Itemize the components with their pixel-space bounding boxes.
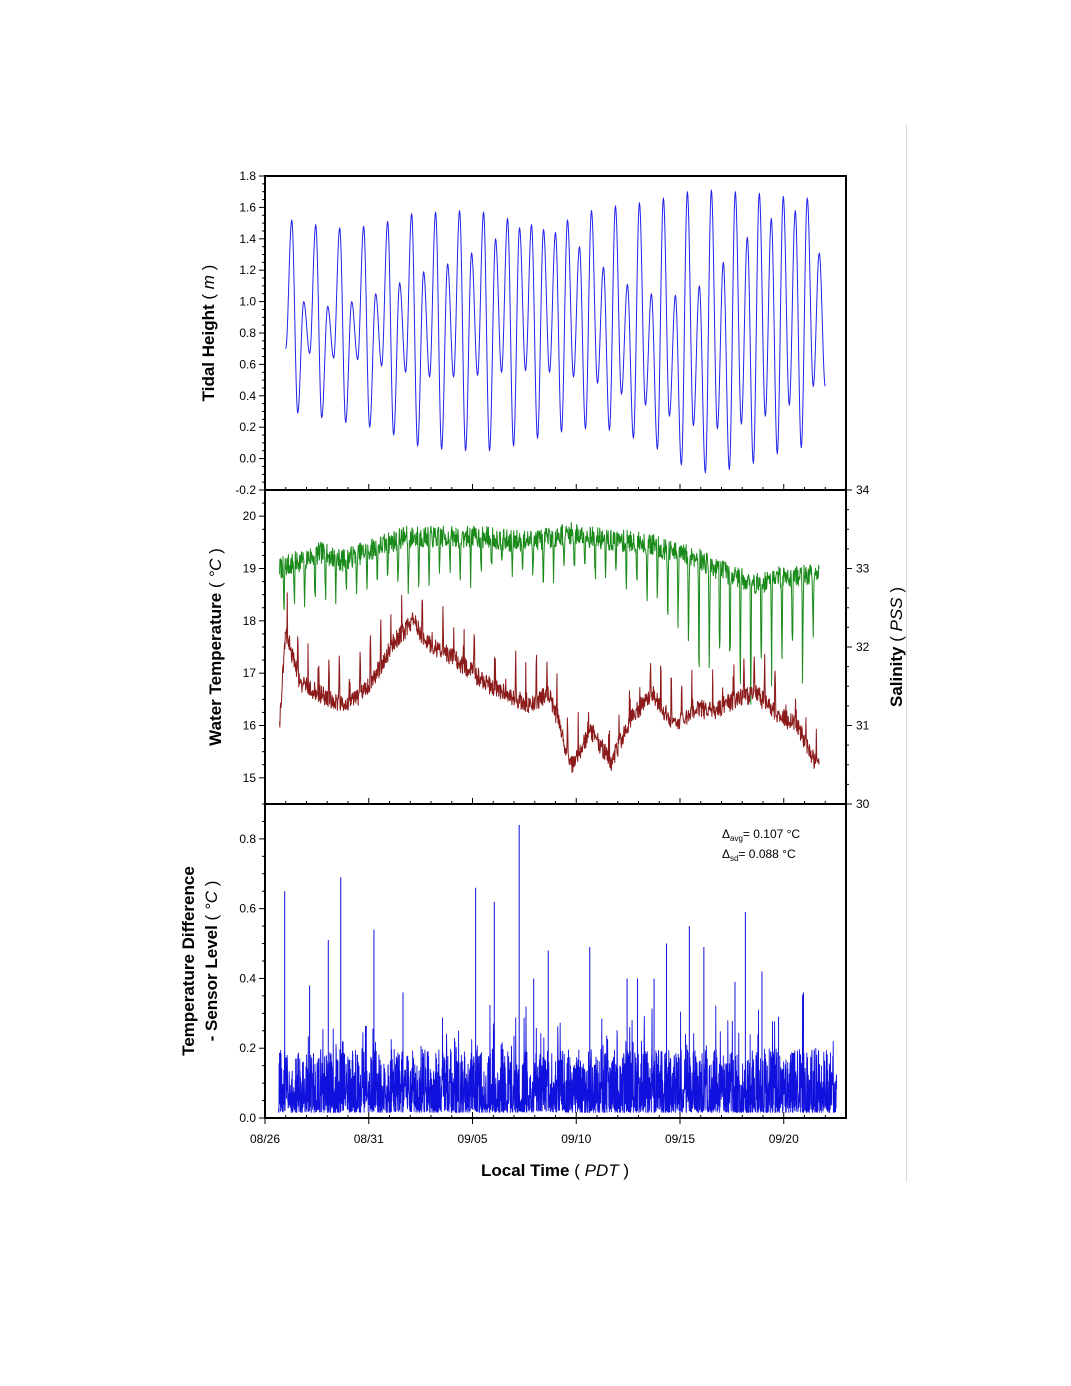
y-tick-label: 20 — [243, 509, 257, 523]
y-tick-label: 15 — [243, 771, 257, 785]
paren: ( — [202, 910, 221, 925]
annotation-avg: Δavg= 0.107 °C — [722, 827, 800, 843]
delta-value: = 0.088 °C — [738, 847, 796, 861]
y-tick-label: 1.2 — [239, 263, 256, 277]
water-temperature-series-line — [279, 592, 820, 773]
tidal-height-label: Tidal Height — [199, 304, 218, 401]
paren: ( — [206, 578, 225, 593]
y-tick-label: 0.0 — [239, 1111, 256, 1125]
paren: ) — [619, 1161, 629, 1180]
salinity-axis-title: Salinity ( PSS ) — [887, 587, 906, 707]
page-divider-rule — [906, 125, 907, 1182]
x-tick-label: 09/05 — [457, 1132, 487, 1146]
y-tick-label: 1.0 — [239, 295, 256, 309]
y2-tick-label: 34 — [856, 483, 870, 497]
y-tick-label: 0.4 — [239, 389, 256, 403]
y-tick-label: 0.6 — [239, 357, 256, 371]
salinity-series-line — [279, 521, 820, 705]
salinity-label: Salinity — [887, 646, 906, 707]
y-tick-label: 17 — [243, 666, 257, 680]
tidal-height-unit: m — [199, 275, 218, 289]
x-axis-label: Local Time — [481, 1161, 570, 1180]
x-tick-label: 09/15 — [665, 1132, 695, 1146]
x-tick-label: 09/10 — [561, 1132, 591, 1146]
temperature-difference-axis-title-line2: - Sensor Level ( °C ) — [202, 881, 221, 1042]
y-tick-label: 0.8 — [239, 326, 256, 340]
paren: ) — [206, 548, 225, 558]
paren: ( — [570, 1161, 585, 1180]
x-tick-label: 08/31 — [354, 1132, 384, 1146]
y2-tick-label: 30 — [856, 797, 870, 811]
y-tick-label: 1.6 — [239, 200, 256, 214]
water-temperature-unit: °C — [206, 558, 225, 578]
water-temperature-axis-title: Water Temperature ( °C ) — [206, 548, 225, 746]
y-tick-label: 0.2 — [239, 420, 256, 434]
sensor-level-label: - Sensor Level — [202, 925, 221, 1041]
y-tick-label: 0.0 — [239, 452, 256, 466]
x-axis-unit: PDT — [585, 1161, 621, 1180]
y-tick-label: 1.8 — [239, 169, 256, 183]
paren: ) — [887, 587, 906, 597]
temperature-difference-label: Temperature Difference — [179, 866, 198, 1056]
paren: ) — [202, 881, 221, 891]
tidal-height-series-line — [285, 189, 826, 474]
x-tick-label: 09/20 — [769, 1132, 799, 1146]
water-temperature-label: Water Temperature — [206, 593, 225, 746]
y-tick-label: 18 — [243, 614, 257, 628]
panel-frame-1 — [264, 175, 847, 491]
y-tick-label: 0.8 — [239, 832, 256, 846]
paren: ) — [199, 265, 218, 275]
delta-symbol: Δ — [722, 847, 730, 861]
y-tick-label: 0.2 — [239, 1041, 256, 1055]
y-tick-label: -0.2 — [235, 483, 256, 497]
y-tick-label: 19 — [243, 562, 257, 576]
delta-symbol: Δ — [722, 827, 730, 841]
paren: ( — [887, 631, 906, 646]
salinity-unit: PSS — [887, 597, 906, 632]
y-tick-label: 0.4 — [239, 971, 256, 985]
delta-subscript: avg — [730, 834, 743, 843]
y-tick-label: 0.6 — [239, 902, 256, 916]
annotation-sd: Δsd= 0.088 °C — [722, 847, 796, 863]
tidal-height-axis-title: Tidal Height ( m ) — [199, 265, 218, 402]
temperature-difference-series-line — [278, 994, 838, 1113]
x-axis-title: Local Time ( PDT ) — [481, 1161, 629, 1180]
x-tick-label: 08/26 — [250, 1132, 280, 1146]
temperature-difference-unit: °C — [202, 890, 221, 910]
y-tick-label: 1.4 — [239, 232, 256, 246]
delta-subscript: sd — [730, 854, 738, 863]
y2-tick-label: 31 — [856, 719, 870, 733]
y-tick-label: 16 — [243, 719, 257, 733]
temperature-difference-axis-title-line1: Temperature Difference — [179, 866, 198, 1056]
y2-tick-label: 32 — [856, 640, 870, 654]
y2-tick-label: 33 — [856, 562, 870, 576]
delta-value: = 0.107 °C — [743, 827, 801, 841]
paren: ( — [199, 289, 218, 304]
